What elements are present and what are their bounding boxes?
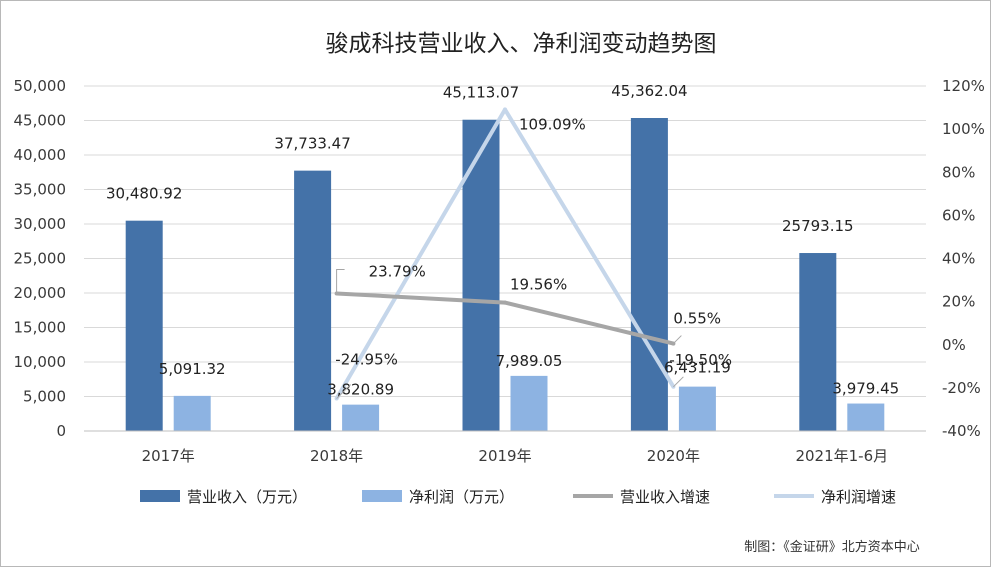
line-data-label: 0.55% [673,310,721,328]
line-data-label: 19.56% [510,276,567,294]
legend-swatch [140,490,180,502]
bar-net-profit [847,403,885,431]
left-tick-label: 45,000 [14,112,67,130]
data-label: 45,113.07 [443,84,519,102]
right-tick-label: 100% [942,120,985,138]
data-labels: 30,480.92 37,733.47 45,113.07 45,362.04 2579… [106,82,899,399]
right-tick-label: -40% [942,422,981,440]
right-tick-label: 80% [942,163,975,181]
bar-revenue [125,220,163,431]
data-label: 6,431.19 [664,359,731,377]
data-label: 25793.15 [782,217,854,235]
line-data-label: -19.50% [669,351,732,369]
leader-line [673,335,682,344]
legend-label: 营业收入增速 [620,488,710,506]
right-axis: -40% -20% 0% 20% 40% 60% 80% 100% 120% [942,77,985,440]
legend-swatch [362,490,402,502]
x-tick-label: 2019年 [478,447,531,465]
left-tick-label: 25,000 [14,250,67,268]
gridlines [84,85,926,397]
line-data-label: 23.79% [369,262,426,280]
data-label: 30,480.92 [106,185,182,203]
x-tick-label: 2020年 [647,447,700,465]
leader-line [336,268,345,294]
legend: 营业收入（万元） 净利润（万元） 营业收入增速 净利润增速 [140,488,896,506]
x-tick-label: 2021年1-6月 [795,447,888,465]
right-tick-label: 20% [942,293,975,311]
x-axis: 2017年 2018年 2019年 2020年 2021年1-6月 [84,430,926,465]
left-tick-label: 0 [56,422,66,440]
line-point [503,107,507,112]
bar-revenue [294,170,332,432]
left-tick-label: 5,000 [23,388,66,406]
data-label: 3,820.89 [327,381,394,399]
line-series [334,107,676,401]
chart-title: 骏成科技营业收入、净利润变动趋势图 [326,31,717,57]
right-tick-label: -20% [942,379,981,397]
line-data-label: 109.09% [519,116,586,134]
bar-net-profit [173,395,211,431]
leader-line [673,376,684,388]
right-tick-label: 120% [942,77,985,95]
left-tick-label: 10,000 [14,353,67,371]
data-label: 5,091.32 [159,360,226,378]
line-point [503,300,507,305]
right-tick-label: 0% [942,336,966,354]
left-tick-label: 30,000 [14,215,67,233]
left-tick-label: 50,000 [14,77,67,95]
bar-revenue [630,118,668,431]
legend-label: 净利润（万元） [409,488,514,506]
bar-revenue [462,119,500,431]
credit-text: 制图：《金证研》北方资本中心 [744,539,920,555]
left-tick-label: 35,000 [14,181,67,199]
bar-revenue [799,253,837,431]
bar-net-profit [678,386,716,431]
legend-label: 营业收入（万元） [187,488,307,506]
right-tick-label: 40% [942,250,975,268]
bar-net-profit [342,404,380,431]
legend-label: 净利润增速 [821,488,896,506]
leader-line [336,384,351,399]
right-tick-label: 60% [942,206,975,224]
left-tick-label: 15,000 [14,319,67,337]
bar-net-profit [510,375,548,431]
left-axis: 0 5,000 10,000 15,000 20,000 25,000 30,000 35,0… [14,77,67,440]
data-label: 7,989.05 [496,352,563,370]
x-tick-label: 2017年 [142,447,195,465]
data-label: 3,979.45 [832,380,899,398]
bar-series [125,118,885,432]
left-tick-label: 20,000 [14,284,67,302]
x-tick-label: 2018年 [310,447,363,465]
line-data-label: -24.95% [335,351,398,369]
left-tick-label: 40,000 [14,146,67,164]
data-label: 37,733.47 [274,135,350,153]
data-label: 45,362.04 [611,82,687,100]
